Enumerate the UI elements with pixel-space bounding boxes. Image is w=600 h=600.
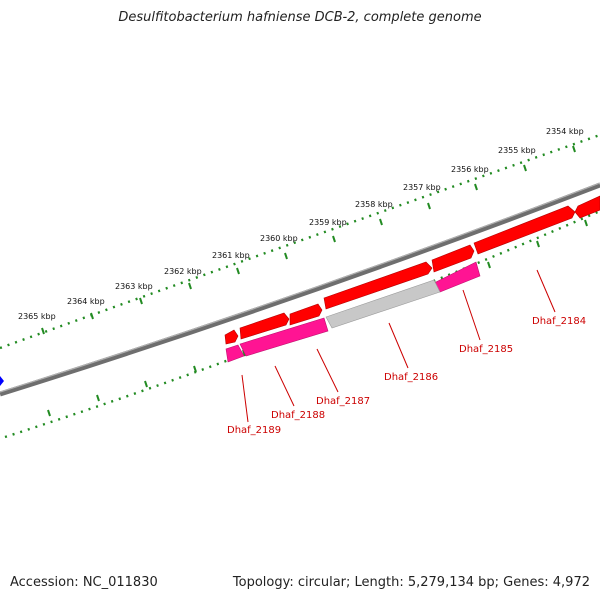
tick-mark <box>193 365 197 373</box>
tick-mark <box>523 164 527 172</box>
outer-ruler <box>0 133 600 350</box>
kbp-label: 2354 kbp <box>546 127 584 136</box>
kbp-label: 2361 kbp <box>212 251 250 260</box>
kbp-label: 2359 kbp <box>309 218 347 227</box>
callout-line <box>462 289 481 341</box>
genome-summary-text: Topology: circular; Length: 5,279,134 bp… <box>232 575 590 590</box>
gene-feature-forward[interactable] <box>224 329 239 345</box>
kbp-label: 2355 kbp <box>498 146 536 155</box>
reverse-strand-genes <box>225 261 481 363</box>
gene-feature-reverse[interactable] <box>239 317 329 357</box>
gene-feature-forward[interactable] <box>574 195 600 219</box>
callout-line <box>536 269 556 313</box>
tick-mark <box>41 327 45 335</box>
gene-feature-forward[interactable] <box>323 261 433 310</box>
tick-mark <box>572 145 576 153</box>
callout-line <box>274 365 295 407</box>
gene-feature-forward[interactable] <box>431 244 475 273</box>
gene-feature-forward[interactable] <box>239 312 290 340</box>
accession-text: Accession: NC_011830 <box>10 575 158 590</box>
gene-feature-pseudo[interactable] <box>325 279 441 329</box>
callout-line <box>316 348 339 393</box>
tick-mark <box>427 202 431 210</box>
tick-mark <box>236 267 240 275</box>
kbp-labels: 2354 kbp 2355 kbp 2356 kbp 2357 kbp 2358… <box>18 127 584 321</box>
kbp-label: 2364 kbp <box>67 297 105 306</box>
gene-feature-forward[interactable] <box>473 205 576 255</box>
position-marker-icon <box>0 376 4 386</box>
tick-mark <box>487 261 491 269</box>
tick-mark <box>332 235 336 243</box>
tick-mark <box>47 409 51 417</box>
gene-label[interactable]: Dhaf_2184 <box>532 316 586 327</box>
kbp-label: 2357 kbp <box>403 183 441 192</box>
gene-label[interactable]: Dhaf_2187 <box>316 396 370 407</box>
gene-feature-forward[interactable] <box>289 303 323 326</box>
tick-mark <box>584 219 588 227</box>
tick-mark <box>90 312 94 320</box>
kbp-label: 2363 kbp <box>115 282 153 291</box>
kbp-label: 2362 kbp <box>164 267 202 276</box>
tick-mark <box>536 240 540 248</box>
tick-mark <box>284 252 288 260</box>
forward-strand-genes <box>224 195 600 345</box>
genome-backbone-highlight <box>0 182 600 393</box>
tick-mark <box>139 297 143 305</box>
kbp-label: 2365 kbp <box>18 312 56 321</box>
gene-label[interactable]: Dhaf_2188 <box>271 410 325 421</box>
callout-line <box>241 374 249 423</box>
tick-mark <box>474 183 478 191</box>
kbp-label: 2356 kbp <box>451 165 489 174</box>
tick-mark <box>188 282 192 290</box>
gene-feature-reverse[interactable] <box>225 344 245 363</box>
genome-backbone <box>0 182 600 397</box>
gene-labels: Dhaf_2184 Dhaf_2185 Dhaf_2186 Dhaf_2187 … <box>227 316 586 436</box>
gene-callout-lines <box>241 269 556 423</box>
tick-mark <box>96 394 100 402</box>
genome-title: Desulfitobacterium hafniense DCB-2, comp… <box>118 10 482 25</box>
kbp-label: 2358 kbp <box>355 200 393 209</box>
kbp-label: 2360 kbp <box>260 234 298 243</box>
gene-label[interactable]: Dhaf_2185 <box>459 344 513 355</box>
tick-mark <box>144 380 148 388</box>
inner-ruler <box>4 209 600 439</box>
gene-label[interactable]: Dhaf_2189 <box>227 425 281 436</box>
outer-major-ticks <box>41 145 576 335</box>
tick-mark <box>379 218 383 226</box>
gene-label[interactable]: Dhaf_2186 <box>384 372 438 383</box>
inner-major-ticks <box>47 219 588 417</box>
callout-line <box>388 322 409 369</box>
